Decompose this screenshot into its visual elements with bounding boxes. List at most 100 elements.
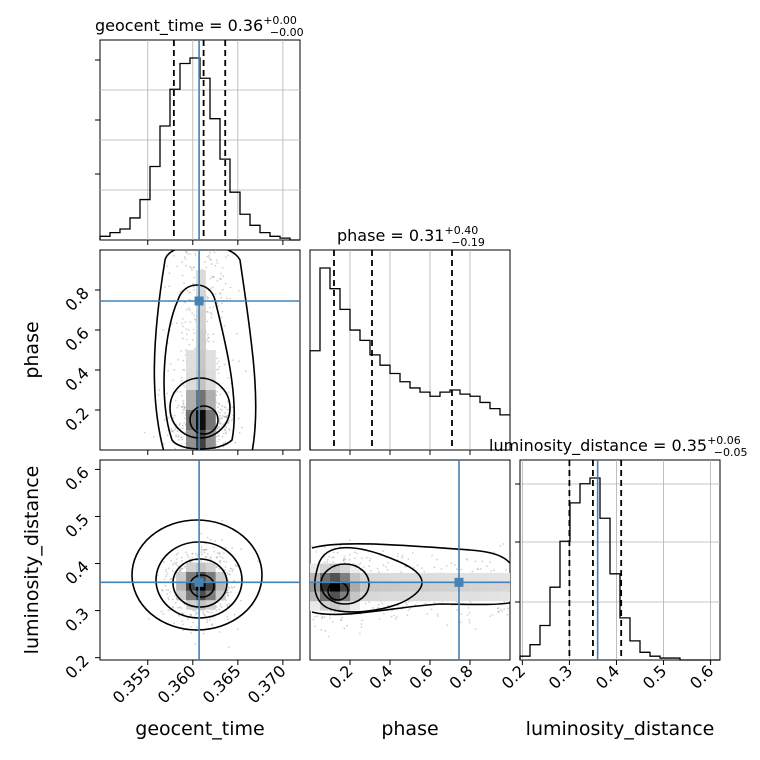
scatter-point (181, 567, 184, 570)
scatter-point (216, 362, 219, 365)
scatter-point (217, 411, 220, 413)
scatter-point (493, 551, 496, 554)
scatter-point (218, 427, 221, 430)
scatter-point (221, 302, 223, 305)
scatter-point (382, 564, 385, 567)
scatter-point (173, 562, 176, 564)
scatter-point (226, 589, 229, 592)
scatter-point (168, 285, 171, 288)
scatter-point (210, 623, 213, 626)
scatter-point (221, 288, 224, 291)
scatter-point (227, 618, 229, 621)
density-cell (460, 582, 470, 592)
scatter-point (412, 566, 415, 569)
scatter-point (176, 390, 179, 393)
density-cell (450, 582, 460, 592)
scatter-point (227, 588, 230, 590)
density-cell (195, 572, 206, 582)
scatter-point (163, 419, 166, 421)
ylabel-phase: phase (21, 321, 43, 378)
scatter-point (177, 552, 179, 555)
scatter-point (332, 561, 335, 563)
density-cell (195, 562, 206, 572)
truth-marker (194, 296, 204, 306)
scatter-point (224, 569, 226, 572)
tick-label-phase: 0.4 (365, 661, 396, 692)
scatter-point (194, 642, 197, 645)
scatter-point (178, 569, 181, 572)
scatter-point (177, 606, 180, 609)
scatter-point (209, 311, 212, 314)
scatter-point (226, 605, 229, 607)
scatter-point (468, 621, 471, 624)
scatter-point (231, 418, 234, 420)
xlabel-phase: phase (381, 718, 438, 740)
scatter-point (228, 429, 231, 432)
scatter-point (219, 552, 221, 554)
scatter-point (175, 435, 178, 438)
scatter-point (181, 620, 184, 623)
scatter-point (208, 618, 211, 621)
scatter-point (223, 428, 226, 431)
scatter-point (169, 591, 171, 593)
scatter-point (210, 258, 213, 261)
scatter-point (228, 586, 231, 589)
scatter-point (227, 594, 230, 597)
scatter-point (188, 298, 191, 301)
scatter-point (206, 621, 209, 624)
density-cell (490, 591, 500, 602)
density-cell (450, 591, 460, 602)
scatter-point (237, 289, 240, 292)
scatter-point (326, 559, 329, 561)
density-cell (186, 390, 196, 410)
density-cell (410, 591, 420, 602)
scatter-point (188, 558, 191, 560)
tick-label-luminosity-distance: 0.4 (61, 557, 92, 588)
scatter-point (215, 556, 218, 559)
contour-core (189, 574, 215, 598)
scatter-point (157, 393, 160, 396)
scatter-point (223, 560, 226, 563)
scatter-point (224, 566, 227, 568)
scatter-point (208, 251, 211, 254)
scatter-point (344, 558, 347, 560)
density-cell (186, 410, 196, 430)
scatter-point (182, 403, 185, 406)
scatter-point (430, 608, 433, 611)
density-cell (410, 582, 420, 592)
scatter-point (212, 333, 215, 336)
scatter-point (370, 569, 372, 572)
scatter-point (223, 325, 226, 327)
title-label: luminosity_distance (489, 436, 648, 456)
scatter-point (446, 624, 449, 626)
density-cell (195, 590, 206, 601)
scatter-point (223, 405, 226, 408)
scatter-point (353, 557, 356, 560)
scatter-point (176, 430, 179, 433)
density-cell (320, 582, 330, 592)
scatter-point (202, 611, 205, 614)
scatter-point (219, 422, 221, 425)
scatter-point (182, 337, 184, 340)
scatter-point (192, 286, 195, 288)
scatter-point (224, 282, 227, 285)
title-minus: −0.05 (714, 446, 748, 459)
density-cell (470, 582, 480, 592)
scatter-point (209, 258, 212, 261)
scatter-point (172, 254, 175, 257)
title-plus: +0.06 (707, 434, 741, 447)
scatter-point (216, 440, 219, 443)
scatter-point (195, 612, 198, 615)
density-cell (340, 572, 350, 583)
scatter-point (231, 587, 234, 589)
scatter-point (219, 555, 222, 558)
scatter-point (189, 626, 192, 628)
scatter-point (182, 318, 184, 320)
scatter-point (174, 594, 176, 597)
scatter-point (468, 611, 471, 614)
scatter-point (503, 608, 506, 610)
scatter-point (340, 619, 343, 621)
scatter-point (179, 290, 182, 293)
scatter-point (196, 626, 198, 629)
tick-label-phase: 0.4 (61, 363, 92, 394)
